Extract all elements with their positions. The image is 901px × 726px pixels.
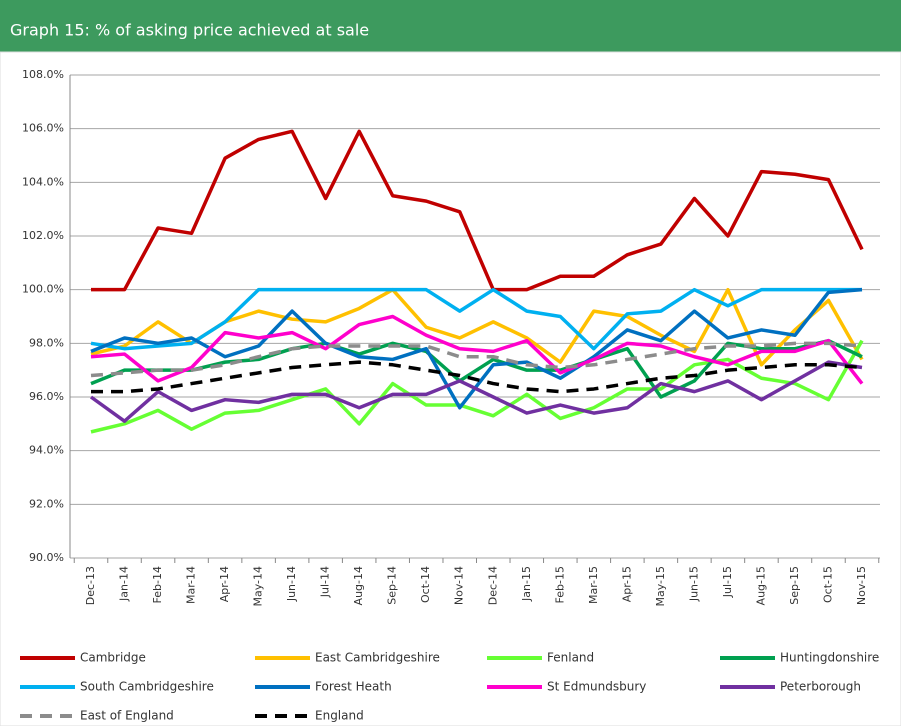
x-tick-label: Jul-15 xyxy=(721,566,734,598)
y-tick-label: 102.0% xyxy=(22,229,64,242)
x-tick-label: May-15 xyxy=(654,566,667,607)
y-tick-label: 104.0% xyxy=(22,175,64,188)
legend-label: Huntingdonshire xyxy=(780,651,879,665)
header-bar xyxy=(0,0,901,52)
legend-label: South Cambridgeshire xyxy=(80,680,214,694)
x-tick-label: Nov-14 xyxy=(453,566,466,605)
series-line xyxy=(90,338,863,399)
x-tick-label: Jun-15 xyxy=(687,566,700,602)
x-tick-label: Aug-14 xyxy=(352,566,365,605)
series-line xyxy=(90,287,863,410)
series-line xyxy=(91,360,863,394)
x-tick-label: Apr-15 xyxy=(620,566,633,602)
x-tick-label: Aug-15 xyxy=(754,566,767,605)
legend-label: East of England xyxy=(80,709,174,723)
x-tick-label: Jan-15 xyxy=(520,566,533,602)
y-tick-label: 108.0% xyxy=(22,68,64,81)
series-line xyxy=(89,360,863,423)
y-tick-label: 98.0% xyxy=(29,336,64,349)
legend-label: St Edmundsbury xyxy=(547,680,646,694)
x-tick-label: Jun-14 xyxy=(285,566,298,602)
x-tick-label: Dec-14 xyxy=(486,566,499,605)
y-tick-label: 100.0% xyxy=(22,283,64,296)
legend-label: Forest Heath xyxy=(315,680,392,694)
x-tick-label: Dec-13 xyxy=(84,566,97,605)
legend-label: Cambridge xyxy=(80,651,146,665)
legend-label: Peterborough xyxy=(780,680,861,694)
x-tick-label: Jul-14 xyxy=(319,566,332,598)
x-tick-label: Oct-14 xyxy=(419,566,432,603)
x-tick-label: May-14 xyxy=(252,566,265,607)
series-line xyxy=(90,287,862,351)
y-tick-label: 94.0% xyxy=(29,444,64,457)
y-tick-label: 90.0% xyxy=(29,551,64,564)
x-tick-label: Mar-15 xyxy=(587,566,600,604)
legend-label: England xyxy=(315,709,364,723)
x-tick-label: Apr-14 xyxy=(218,566,231,602)
x-tick-label: Mar-14 xyxy=(185,566,198,604)
x-tick-label: Oct-15 xyxy=(821,566,834,603)
series-line xyxy=(90,314,864,385)
legend-label: Fenland xyxy=(547,651,594,665)
chart-title: Graph 15: % of asking price achieved at … xyxy=(10,21,369,40)
x-tick-label: Feb-14 xyxy=(151,566,164,603)
series-line xyxy=(90,341,863,378)
x-tick-label: Sep-14 xyxy=(386,566,399,605)
y-tick-label: 92.0% xyxy=(29,497,64,510)
y-tick-label: 106.0% xyxy=(22,122,64,135)
x-tick-label: Jan-14 xyxy=(118,566,131,602)
y-tick-label: 96.0% xyxy=(29,390,64,403)
series-line xyxy=(91,129,864,292)
legend-label: East Cambridgeshire xyxy=(315,651,440,665)
x-tick-label: Feb-15 xyxy=(553,566,566,603)
x-tick-label: Sep-15 xyxy=(788,566,801,605)
x-tick-label: Nov-15 xyxy=(855,566,868,605)
